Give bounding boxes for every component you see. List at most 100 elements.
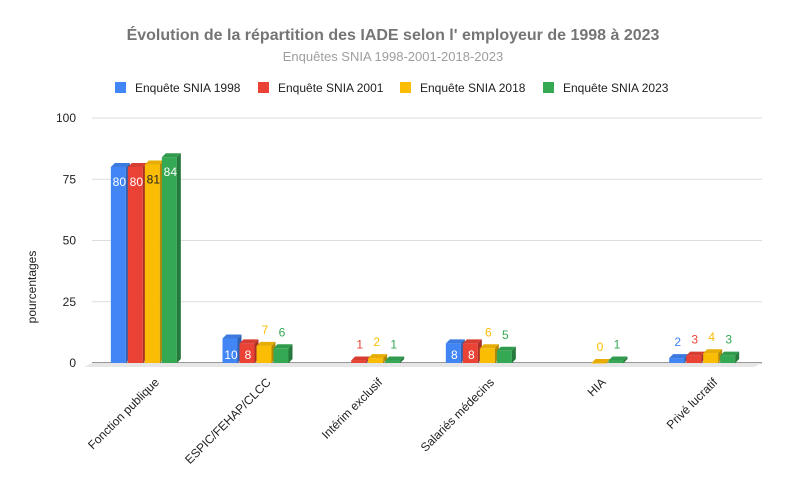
bar-face (591, 363, 607, 364)
bar (720, 351, 740, 363)
bar-side (623, 356, 628, 363)
bar-top (479, 344, 499, 349)
legend-swatch (115, 82, 126, 93)
bar-top (720, 351, 740, 356)
y-tick-label: 75 (63, 172, 77, 186)
bar-top (222, 334, 242, 339)
bar-face (351, 360, 367, 363)
data-label: 3 (725, 333, 732, 347)
bar-face (608, 360, 624, 363)
bar (496, 346, 516, 363)
data-label: 7 (262, 323, 269, 337)
data-label: 8 (245, 348, 252, 362)
bar (256, 341, 276, 363)
bar (608, 356, 628, 363)
legend-label: Enquête SNIA 2001 (278, 81, 384, 95)
y-axis-ticks: 0 25 50 75 100 (56, 111, 76, 370)
bar-side (176, 153, 181, 363)
bar-face (686, 355, 702, 363)
data-label: 8 (468, 348, 475, 362)
bar-top (703, 349, 723, 354)
bar (273, 344, 293, 363)
bar (161, 153, 181, 363)
bar-top (351, 356, 371, 361)
bar (669, 354, 689, 363)
bar-top (385, 356, 405, 361)
bar (351, 356, 371, 363)
bar-face (239, 343, 255, 363)
data-label: 1 (356, 338, 363, 352)
bar (110, 163, 130, 363)
bar-top (608, 356, 628, 361)
bar (686, 351, 706, 363)
bar-face (669, 358, 685, 363)
bar-top (591, 359, 611, 363)
data-label: 8 (451, 348, 458, 362)
y-tick-label: 25 (63, 295, 77, 309)
data-label: 4 (708, 330, 715, 344)
bar-face (385, 360, 401, 363)
bar-face (273, 348, 289, 363)
bar-top (445, 339, 465, 344)
bar-top (144, 160, 164, 165)
bar-top (462, 339, 482, 344)
bar-face (703, 353, 719, 363)
data-label: 2 (674, 335, 681, 349)
bar-face (479, 348, 495, 363)
gridlines (84, 117, 762, 367)
bar-top (110, 163, 130, 167)
legend: Enquête SNIA 1998 Enquête SNIA 2001 Enquêt… (115, 81, 669, 95)
y-tick-label: 0 (69, 356, 76, 370)
legend-swatch (258, 82, 269, 93)
bar-face (462, 343, 478, 363)
y-tick-label: 50 (63, 234, 77, 248)
bar (703, 349, 723, 363)
data-label: 84 (164, 165, 178, 179)
bar-top (496, 346, 516, 351)
bar-top (256, 341, 276, 346)
bar-top (127, 163, 147, 167)
data-label: 80 (130, 175, 144, 189)
data-label: 80 (113, 175, 127, 189)
bar-face (720, 355, 736, 363)
data-label: 1 (614, 338, 621, 352)
bar-side (400, 356, 405, 363)
bar-top (669, 354, 689, 359)
chart-title: Évolution de la répartition des IADE sel… (127, 25, 660, 44)
bar-top (686, 351, 706, 356)
bar-face (144, 164, 160, 363)
bar (479, 344, 499, 363)
chart-subtitle: Enquêtes SNIA 1998-2001-2018-2023 (283, 49, 503, 64)
bar-face (127, 167, 143, 363)
data-label: 6 (485, 325, 492, 339)
data-label: 3 (691, 333, 698, 347)
legend-label: Enquête SNIA 1998 (135, 81, 241, 95)
bar-side (735, 351, 740, 363)
x-tick-label: ESPIC/FEHAP/CLCC (182, 375, 274, 467)
legend-swatch (400, 82, 411, 93)
bars (110, 153, 740, 364)
data-label: 2 (373, 335, 380, 349)
bar-side (383, 354, 388, 363)
bar-face (256, 345, 272, 363)
legend-label: Enquête SNIA 2023 (563, 81, 669, 95)
bar (127, 163, 147, 363)
bar-face (222, 338, 238, 363)
bar-face (110, 167, 126, 363)
x-tick-label: HIA (585, 375, 609, 399)
bar (591, 359, 611, 364)
x-tick-label: Salariés médecins (418, 375, 497, 454)
bar-face (445, 343, 461, 363)
bar (368, 354, 388, 363)
data-label: 1 (390, 338, 397, 352)
axis-floor (84, 363, 762, 367)
legend-label: Enquête SNIA 2018 (420, 81, 526, 95)
legend-swatch (543, 82, 554, 93)
bar-top (239, 339, 259, 344)
bar-top (161, 153, 181, 158)
bar-side (511, 346, 516, 363)
x-axis-categories: Fonction publique ESPIC/FEHAP/CLCC Intérim… (85, 375, 721, 467)
data-label: 0 (597, 340, 604, 354)
